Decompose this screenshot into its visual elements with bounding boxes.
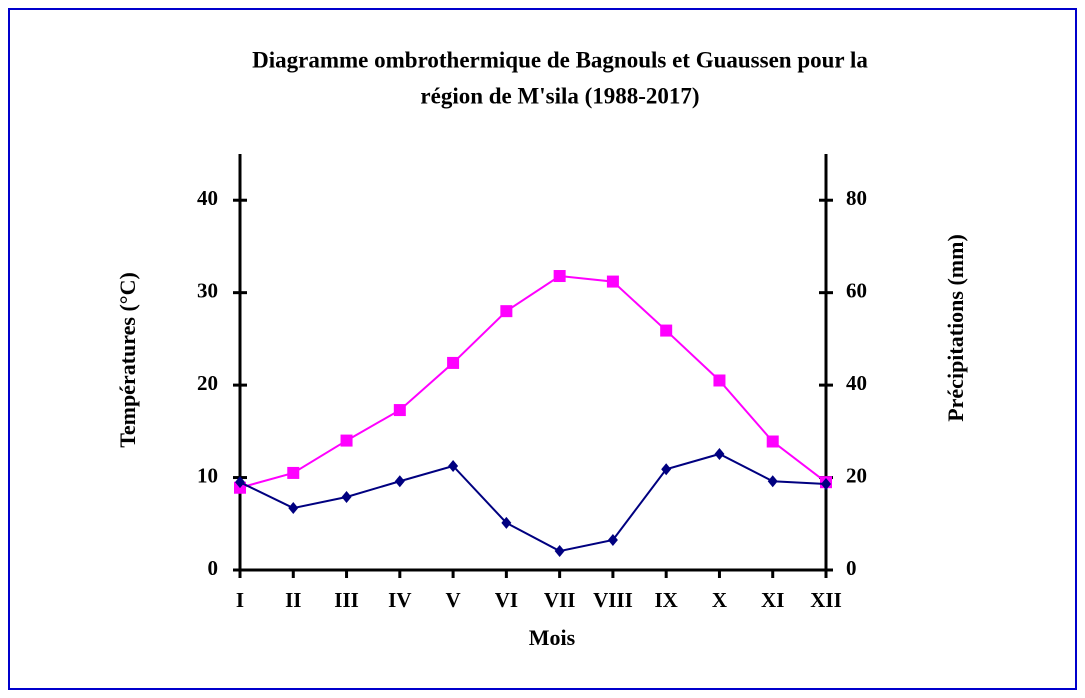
- x-tick-label: IX: [655, 588, 678, 612]
- marker: [821, 478, 831, 491]
- x-tick-label: VIII: [593, 588, 633, 612]
- x-tick-label: III: [334, 588, 359, 612]
- y2-axis-label: Précipitations (mm): [943, 234, 968, 422]
- marker: [766, 435, 779, 448]
- x-tick-label: XII: [810, 588, 842, 612]
- marker: [341, 490, 352, 503]
- x-axis-label: Mois: [529, 625, 576, 650]
- x-tick-label: X: [712, 588, 727, 612]
- marker: [553, 270, 566, 283]
- x-tick-label: VI: [495, 588, 518, 612]
- y2-tick-label: 20: [846, 463, 867, 487]
- marker: [287, 466, 300, 479]
- series-line: [239, 452, 827, 553]
- y2-tick-label: 60: [846, 278, 867, 302]
- marker: [447, 356, 460, 369]
- marker: [660, 324, 673, 337]
- x-tick-label: I: [236, 588, 244, 612]
- series-line: [239, 274, 827, 489]
- marker: [607, 533, 618, 546]
- chart-title: région de M'sila (1988-2017): [420, 83, 699, 108]
- y-axis-label: Températures (°C): [115, 272, 140, 448]
- y2-tick-label: 0: [846, 556, 857, 580]
- x-tick-label: IV: [388, 588, 411, 612]
- x-tick-label: II: [285, 588, 301, 612]
- y2-tick-label: 40: [846, 371, 867, 395]
- marker: [767, 475, 778, 488]
- chart-title: Diagramme ombrothermique de Bagnouls et …: [252, 47, 868, 72]
- frame: [8, 8, 1077, 690]
- marker: [714, 447, 725, 460]
- y-tick-label: 20: [197, 371, 218, 395]
- y-tick-label: 0: [208, 556, 219, 580]
- marker: [340, 434, 353, 447]
- y-tick-label: 40: [197, 186, 218, 210]
- marker: [501, 516, 512, 529]
- marker: [606, 275, 619, 288]
- y2-tick-label: 80: [846, 186, 867, 210]
- marker: [554, 545, 565, 558]
- marker: [713, 374, 726, 387]
- y-tick-label: 30: [197, 278, 218, 302]
- x-tick-label: V: [446, 588, 461, 612]
- y-tick-label: 10: [197, 463, 218, 487]
- marker: [448, 460, 459, 472]
- marker: [394, 475, 405, 488]
- marker: [661, 463, 672, 476]
- marker: [393, 404, 406, 417]
- marker: [500, 305, 513, 318]
- x-tick-label: XI: [761, 588, 784, 612]
- marker: [288, 502, 299, 515]
- marker: [235, 476, 245, 489]
- x-tick-label: VII: [544, 588, 576, 612]
